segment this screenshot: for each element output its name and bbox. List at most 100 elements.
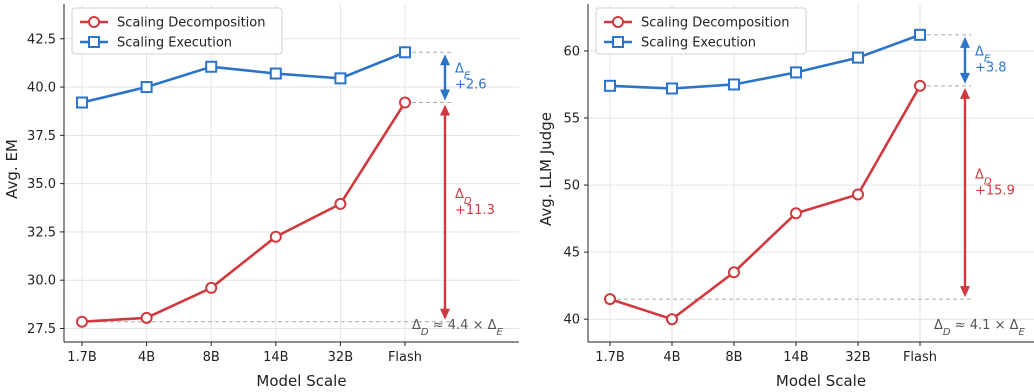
- y-tick-label: 55: [563, 112, 580, 127]
- delta-e-value: +2.6: [455, 77, 487, 92]
- delta-d-arrow-head-down: [960, 286, 970, 298]
- x-tick-label: 8B: [203, 350, 220, 365]
- delta-d-arrow-head-down: [440, 308, 450, 320]
- x-tick-label: 1.7B: [595, 350, 625, 365]
- ratio-annotation: ΔD ≈ 4.1 × ΔE: [934, 318, 1026, 338]
- data-point: [140, 81, 153, 94]
- grid-lines: [64, 4, 519, 342]
- delta-d-arrow-head-up: [440, 104, 450, 116]
- x-tick-label: 32B: [845, 350, 870, 365]
- legend-box: [595, 7, 807, 55]
- series-decomposition: [76, 96, 411, 328]
- y-tick-label: 45: [563, 246, 580, 261]
- legend-label: Scaling Execution: [641, 36, 756, 51]
- data-point: [205, 60, 218, 73]
- ratio-rhs-sub: E: [497, 327, 504, 338]
- data-point: [604, 293, 616, 306]
- legend-label: Scaling Execution: [117, 36, 232, 51]
- y-tick-label: 37.5: [27, 129, 56, 144]
- delta-d-label-sub: D: [464, 196, 472, 207]
- delta-e-arrow: [960, 36, 970, 84]
- y-tick-label: 42.5: [27, 32, 56, 47]
- x-tick-label: 4B: [663, 350, 680, 365]
- data-point: [666, 313, 678, 326]
- series-line: [81, 51, 406, 104]
- ratio-lhs: Δ: [412, 318, 421, 333]
- data-point: [140, 311, 153, 324]
- y-tick-label: 50: [563, 179, 580, 194]
- x-tick-label: 32B: [328, 350, 353, 365]
- data-point: [852, 188, 864, 201]
- x-tick-label: 14B: [783, 350, 808, 365]
- ratio-text: ≈ 4.1 ×: [951, 318, 1010, 333]
- series-line: [609, 33, 921, 90]
- y-tick-label: 30.0: [27, 274, 56, 289]
- delta-e-label-symbol: Δ: [455, 61, 464, 76]
- data-point: [269, 230, 282, 243]
- delta-d-arrow-head-up: [960, 87, 970, 99]
- data-point: [852, 51, 864, 64]
- delta-d-value: +11.3: [455, 203, 495, 218]
- data-point: [399, 96, 411, 109]
- chart-panel-1: 27.5 30.0 32.5 35.0 37.5 40.0 42.5 1.7B 4B 8B 14B 3…: [3, 4, 519, 390]
- series-line: [609, 85, 922, 321]
- ratio-annotation: ΔD ≈ 4.4 × ΔE: [412, 318, 504, 338]
- y-tick-label: 32.5: [27, 225, 56, 240]
- y-tick-label: 27.5: [27, 322, 56, 337]
- data-point: [76, 315, 88, 328]
- series-execution: [76, 46, 411, 109]
- x-axis-label: Model Scale: [776, 372, 866, 390]
- data-point: [604, 79, 616, 92]
- x-tick-label: 4B: [138, 350, 155, 365]
- delta-e-arrow: [440, 54, 450, 101]
- delta-d-label-symbol: Δ: [455, 187, 464, 202]
- delta-d-label-symbol: Δ: [975, 167, 984, 182]
- data-point: [666, 82, 678, 95]
- delta-e-label-sub: E: [464, 70, 471, 81]
- y-tick-label: 35.0: [27, 177, 56, 192]
- delta-e-label: ΔE: [975, 44, 991, 64]
- delta-d-label: ΔD: [455, 187, 472, 207]
- ratio-text: ≈ 4.4 ×: [429, 318, 488, 333]
- legend-box: [71, 7, 283, 55]
- y-axis-label: Avg. EM: [3, 139, 21, 199]
- delta-e-arrow-head-up: [440, 54, 450, 66]
- ratio-lhs-sub: D: [943, 327, 951, 338]
- y-tick-label: 40: [563, 313, 580, 328]
- ratio-rhs-sub: E: [1019, 327, 1026, 338]
- legend: Scaling Decomposition Scaling Execution: [71, 7, 283, 55]
- data-point: [790, 207, 802, 220]
- data-point: [790, 66, 802, 79]
- x-tick-label: 14B: [263, 350, 288, 365]
- legend-swatch-marker: [612, 16, 624, 28]
- legend-label: Scaling Decomposition: [117, 16, 265, 31]
- delta-d-arrow: [960, 87, 970, 298]
- data-point: [728, 266, 740, 279]
- series-decomposition: [604, 79, 926, 326]
- data-point: [914, 79, 926, 92]
- x-tick-label: 8B: [725, 350, 742, 365]
- x-tick-label: Flash: [388, 350, 422, 365]
- ratio-rhs: Δ: [1010, 318, 1019, 333]
- delta-d-value: +15.9: [975, 183, 1015, 198]
- x-tick-label: Flash: [903, 350, 937, 365]
- legend-swatch-marker: [88, 16, 100, 28]
- ratio-lhs-sub: D: [421, 327, 429, 338]
- delta-d-label: ΔD: [975, 167, 992, 187]
- y-tick-label: 60: [563, 44, 580, 59]
- data-point: [269, 67, 282, 80]
- delta-e-value: +3.8: [975, 60, 1007, 75]
- data-point: [914, 28, 926, 41]
- legend-swatch-marker: [88, 36, 100, 48]
- x-axis-label: Model Scale: [256, 372, 346, 390]
- y-tick-label: 40.0: [27, 81, 56, 96]
- delta-e-arrow-head-down: [960, 72, 970, 84]
- delta-e-label-sub: E: [984, 53, 991, 64]
- data-point: [399, 46, 411, 59]
- series-line: [81, 101, 407, 324]
- chart-panel-2: 40 45 50 55 60 1.7B 4B 8B 14B 32B Flash Model Scale…: [537, 4, 1034, 390]
- legend-label: Scaling Decomposition: [641, 16, 789, 31]
- data-point: [334, 197, 347, 210]
- delta-e-label-symbol: Δ: [975, 44, 984, 59]
